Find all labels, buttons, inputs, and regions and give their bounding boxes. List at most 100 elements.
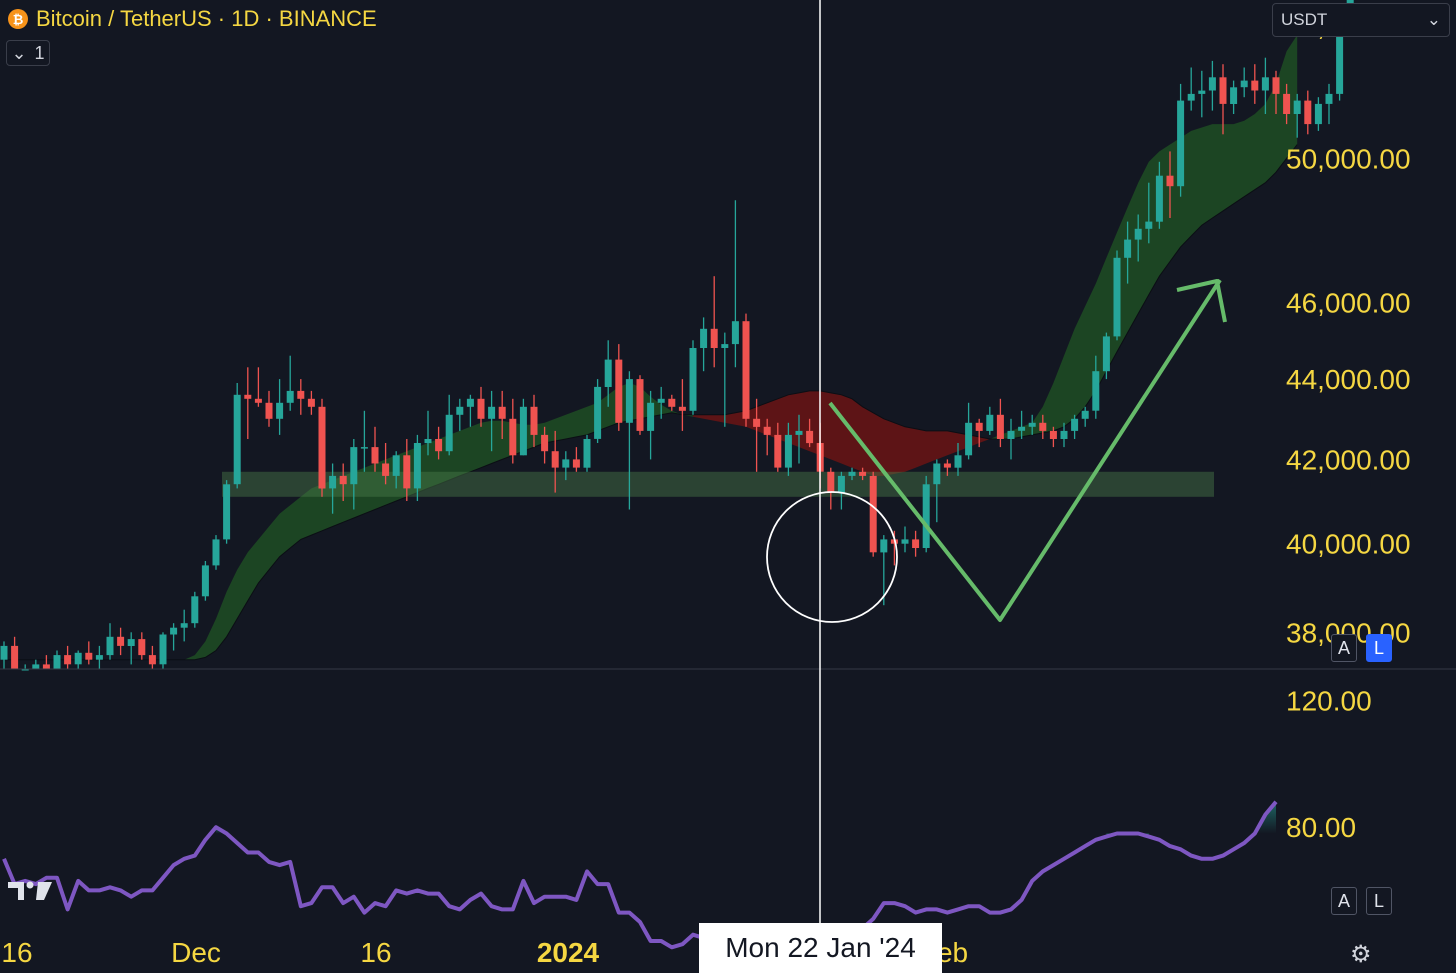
candle (11, 636, 19, 669)
candle-body (127, 639, 135, 646)
candle-body (212, 539, 220, 566)
currency-select[interactable]: USDT ⌄ (1272, 3, 1450, 37)
candle (551, 430, 559, 493)
candle (763, 418, 771, 456)
tradingview-logo-icon[interactable] (8, 878, 54, 902)
candle (742, 313, 750, 427)
candle (488, 390, 496, 452)
candle (244, 367, 252, 439)
candle-body (668, 398, 676, 407)
price-tick-label: 42,000.00 (1286, 444, 1411, 475)
candle-body (1283, 93, 1291, 114)
candle-body (413, 443, 421, 489)
candle (498, 390, 506, 439)
candle-body (201, 565, 209, 597)
candle-body (42, 664, 50, 669)
candle (265, 390, 273, 427)
time-tick-label: Dec (171, 937, 221, 968)
bitcoin-icon: ₿ (8, 9, 28, 29)
candle-body (32, 664, 40, 669)
candle-body (1177, 100, 1185, 187)
candle (1240, 67, 1248, 98)
candle-body (1134, 228, 1142, 240)
candle (615, 344, 623, 431)
candle (403, 439, 411, 501)
candle-body (880, 539, 888, 553)
candle-body (509, 418, 517, 456)
candle-body (254, 398, 262, 403)
candle-body (233, 394, 241, 485)
candle-body (1198, 90, 1206, 94)
candle (933, 459, 941, 523)
candle-body (191, 596, 199, 624)
candle (138, 632, 146, 660)
candle (329, 463, 337, 514)
candle (180, 609, 188, 642)
candle (1028, 414, 1036, 435)
candle-body (1071, 418, 1079, 431)
candle (424, 410, 432, 456)
candle-body (276, 402, 284, 419)
auto-scale-toggle-main[interactable]: A (1331, 634, 1357, 662)
candle (912, 530, 920, 557)
candle (254, 367, 262, 407)
candle (201, 561, 209, 601)
candle-body (1166, 175, 1174, 187)
candle-body (286, 390, 294, 403)
candle-body (1219, 77, 1227, 104)
candle (1007, 418, 1015, 460)
candle-body (1039, 422, 1047, 431)
candle (1155, 161, 1163, 229)
settings-gear-icon[interactable]: ⚙ (1350, 941, 1372, 968)
candle (127, 632, 135, 665)
time-tick-label: 16 (1, 937, 32, 968)
candle-body (954, 455, 962, 468)
candle-body (753, 418, 761, 427)
candle (1219, 64, 1227, 135)
log-scale-toggle-main[interactable]: L (1366, 634, 1392, 662)
candle (922, 475, 930, 553)
collapse-indicators-button[interactable]: ⌄ 1 (6, 40, 50, 66)
candle (572, 447, 580, 472)
candle-body (583, 439, 591, 468)
candle (1198, 70, 1206, 118)
candle-body (318, 406, 326, 489)
time-axis: 16 Dec 16 2024 Feb (1, 937, 968, 968)
candle-body (721, 344, 729, 348)
time-tick-label: 16 (360, 937, 391, 968)
candle (392, 451, 400, 489)
candle-body (0, 645, 8, 660)
candle-body (551, 451, 559, 468)
symbol-title[interactable]: ₿ Bitcoin / TetherUS · 1D · BINANCE (8, 4, 377, 34)
log-scale-toggle-osc[interactable]: L (1366, 887, 1392, 915)
candle (1261, 57, 1269, 114)
candle (106, 623, 114, 660)
osc-tick-label: 80.00 (1286, 812, 1356, 843)
arrow-head (1176, 279, 1227, 323)
candle (233, 383, 241, 489)
candle (996, 398, 1004, 448)
candle-body (700, 328, 708, 348)
candle (636, 375, 644, 435)
candle-body (223, 484, 231, 540)
candle-body (456, 406, 464, 415)
auto-scale-toggle-osc[interactable]: A (1331, 887, 1357, 915)
candle (1102, 332, 1110, 380)
candle-body (392, 455, 400, 476)
candle (53, 650, 61, 669)
v-arrow-line (828, 278, 1222, 622)
candle (1113, 250, 1121, 341)
candle (1124, 221, 1132, 284)
candle (42, 655, 50, 669)
candle-body (488, 406, 496, 419)
candle (1145, 182, 1153, 244)
symbol-title-text: Bitcoin / TetherUS · 1D · BINANCE (36, 6, 377, 31)
candle (647, 390, 655, 460)
candle-body (1018, 426, 1026, 431)
candle (1071, 414, 1079, 439)
candle-body (1092, 371, 1100, 411)
time-tick-label: 2024 (537, 937, 600, 968)
candle (276, 379, 284, 435)
candle (297, 379, 305, 415)
